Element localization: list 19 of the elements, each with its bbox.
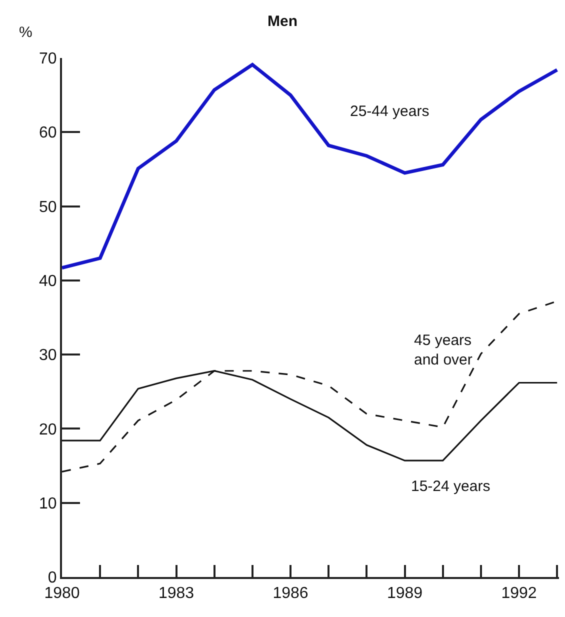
x-tick-label: 1989: [386, 585, 423, 602]
y-tick-label: 60: [39, 124, 57, 142]
series-label: 15-24 years: [411, 478, 490, 495]
y-tick-label: 30: [39, 347, 57, 364]
text: 25-44 years: [350, 103, 430, 120]
y-tick-label: 20: [39, 421, 57, 438]
y-tick-label: 10: [39, 495, 57, 512]
y-tick-label: 0: [48, 570, 57, 587]
x-tick-label: 1980: [44, 585, 80, 602]
x-tick-label: 1986: [272, 585, 308, 602]
line-series: [62, 62, 559, 270]
y-tick-label: 50: [39, 198, 57, 216]
series-label: 45 years and over: [414, 332, 472, 368]
chart-title: Men: [268, 12, 298, 30]
y-axis-title: %: [19, 24, 32, 41]
y-tick-label: 40: [39, 273, 57, 290]
x-tick-label: 1992: [501, 585, 537, 602]
x-tick-label: 1983: [158, 585, 194, 602]
y-tick-label: 70: [39, 50, 57, 68]
